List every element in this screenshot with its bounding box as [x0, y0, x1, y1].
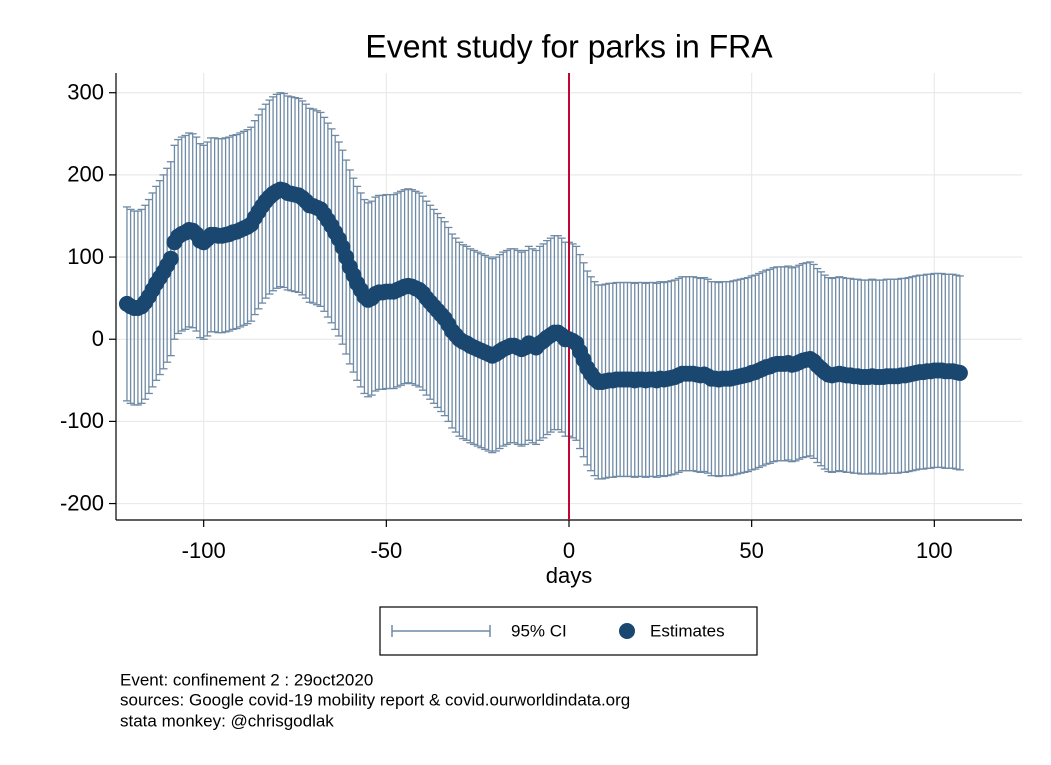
y-tick-label: -100: [60, 408, 104, 433]
estimate-point: [951, 364, 968, 381]
legend-marker: [619, 623, 635, 639]
x-tick-label: -50: [370, 538, 402, 563]
estimate-point: [162, 250, 179, 267]
y-tick-label: 100: [67, 244, 104, 269]
x-axis-label: days: [546, 563, 592, 588]
y-tick-label: 0: [92, 326, 104, 351]
y-tick-label: 200: [67, 162, 104, 187]
x-tick-label: 100: [916, 538, 953, 563]
note: sources: Google covid-19 mobility report…: [120, 690, 630, 709]
chart-title: Event study for parks in FRA: [365, 28, 773, 64]
x-tick-label: 0: [563, 538, 575, 563]
y-tick-label: -200: [60, 490, 104, 515]
x-tick-label: -100: [182, 538, 226, 563]
y-tick-label: 300: [67, 80, 104, 105]
note: stata monkey: @chrisgodlak: [120, 711, 334, 730]
legend-label: 95% CI: [511, 621, 567, 640]
plot-area: [109, 73, 1022, 527]
x-tick-label: 50: [739, 538, 763, 563]
legend-label: Estimates: [650, 621, 725, 640]
legend-ci-icon: [391, 625, 491, 637]
note: Event: confinement 2 : 29oct2020: [120, 670, 373, 689]
